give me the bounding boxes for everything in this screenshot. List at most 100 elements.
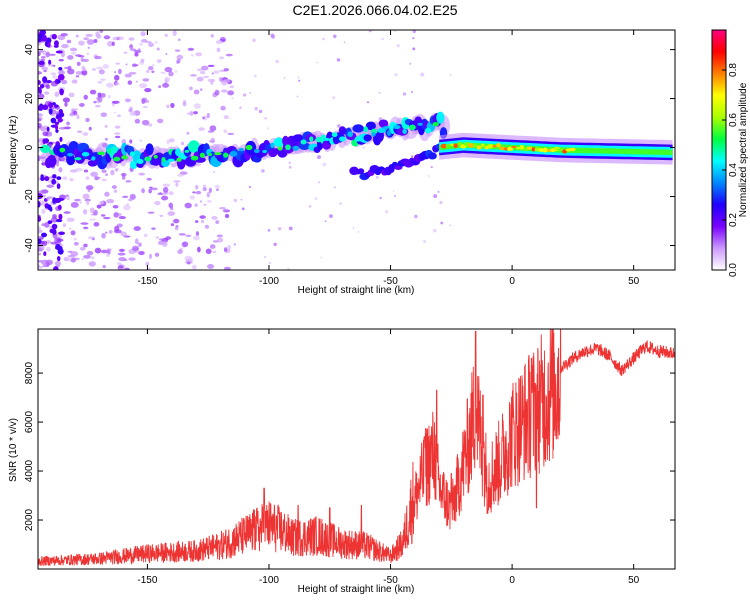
bottom-y-axis-label: SNR (10 * v/v) [8, 418, 19, 482]
noise-speck [193, 103, 201, 109]
noise-speck [48, 59, 52, 65]
band-peak [492, 144, 497, 148]
noise-speck [336, 124, 341, 128]
noise-speck [86, 52, 90, 56]
noise-speck [396, 44, 400, 48]
noise-speck [142, 105, 148, 109]
noise-speck [118, 68, 122, 75]
track-core [67, 152, 74, 157]
noise-speck [147, 211, 155, 214]
noise-speck [82, 193, 90, 200]
track-core [417, 122, 423, 126]
noise-speck [91, 237, 95, 241]
noise-speck [47, 41, 51, 48]
noise-speck [115, 82, 120, 86]
noise-speck [145, 261, 150, 266]
noise-speck [44, 176, 50, 182]
bottom-axes: -150 -100 -50 0 50 2000 4000 6000 8000 [24, 329, 675, 586]
noise-speck [88, 261, 96, 267]
noise-speck [169, 138, 175, 143]
noise-speck [100, 93, 106, 98]
noise-speck [212, 250, 217, 254]
noise-speck [205, 248, 212, 255]
track-core [300, 139, 307, 145]
noise-speck [91, 68, 96, 71]
noise-speck [175, 182, 179, 187]
noise-speck [52, 214, 57, 219]
noise-speck [411, 155, 414, 158]
noise-speck [212, 240, 219, 243]
noise-speck [93, 100, 97, 104]
noise-speck [83, 37, 89, 41]
noise-speck [50, 217, 58, 223]
noise-speck [86, 250, 94, 256]
noise-speck [57, 204, 62, 210]
track-core [377, 128, 386, 134]
noise-speck [97, 96, 103, 102]
noise-speck [98, 69, 105, 75]
noise-speck [45, 246, 51, 252]
noise-speck [69, 227, 71, 230]
noise-speck [102, 64, 109, 69]
noise-speck [423, 240, 426, 243]
noise-speck [189, 110, 194, 116]
track-core [97, 151, 106, 156]
noise-speck [449, 224, 452, 227]
track-core [153, 154, 158, 159]
noise-speck [76, 61, 81, 66]
noise-speck [216, 47, 221, 53]
bottom-y-tick-label: 8000 [24, 362, 35, 385]
bottom-x-tick-label: -150 [137, 575, 157, 586]
noise-speck [38, 156, 41, 162]
noise-speck [106, 198, 115, 204]
noise-speck [158, 240, 164, 245]
band-peak [468, 143, 475, 148]
noise-speck [215, 220, 220, 225]
noise-speck [174, 226, 179, 231]
noise-speck [420, 72, 425, 77]
noise-speck [297, 76, 300, 79]
noise-speck [116, 36, 120, 41]
noise-speck [213, 171, 215, 174]
noise-speck [38, 113, 43, 117]
noise-speck [288, 165, 292, 169]
noise-speck [70, 51, 77, 55]
noise-speck [402, 92, 407, 96]
noise-speck [375, 175, 379, 179]
noise-speck [100, 249, 108, 254]
top-y-axis-label: Frequency (Hz) [8, 116, 19, 185]
noise-speck [42, 240, 48, 247]
noise-speck [57, 197, 65, 201]
noise-speck [117, 252, 126, 256]
noise-speck [40, 174, 44, 179]
noise-speck [195, 185, 199, 190]
noise-speck [184, 202, 192, 209]
noise-speck [324, 220, 327, 223]
noise-speck [59, 88, 64, 96]
top-y-tick-label: 0 [24, 144, 35, 150]
noise-speck [39, 84, 45, 89]
noise-speck [127, 80, 133, 85]
noise-speck [144, 88, 152, 93]
noise-speck [131, 245, 139, 252]
noise-speck [95, 104, 101, 108]
noise-speck [129, 139, 133, 144]
noise-speck [129, 44, 134, 49]
noise-speck [138, 242, 142, 247]
noise-speck [52, 102, 56, 106]
noise-speck [147, 267, 151, 270]
track-cell [40, 144, 51, 154]
noise-speck [138, 48, 141, 51]
noise-speck [87, 46, 91, 50]
top-y-tick-label: -20 [24, 189, 35, 204]
noise-speck [206, 191, 211, 198]
track-core [262, 149, 268, 154]
colorbar-tick-label: 0.2 [728, 213, 739, 227]
noise-speck [229, 85, 235, 89]
noise-speck [75, 70, 84, 75]
noise-speck [162, 183, 171, 187]
track-core [253, 148, 260, 154]
noise-speck [111, 41, 115, 47]
noise-speck [48, 53, 56, 56]
band-peak [496, 143, 501, 148]
